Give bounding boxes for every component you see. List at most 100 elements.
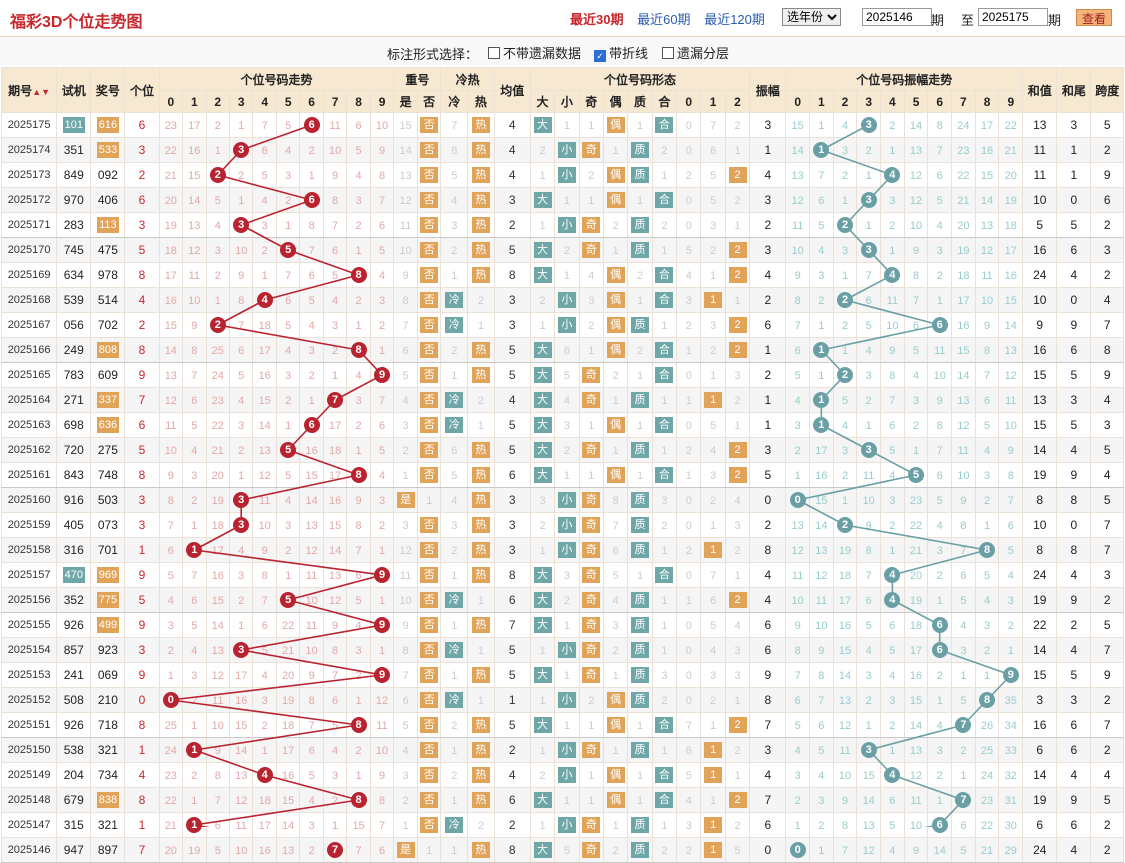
jianghao-value: 113 <box>96 217 119 233</box>
shape-cell: 奇 <box>578 537 604 563</box>
trend-missing: 6 <box>332 245 339 257</box>
shape-value: 1 <box>685 395 692 407</box>
header-amp-sub: 2 <box>832 90 858 113</box>
avg-cell: 3 <box>493 512 531 538</box>
trend-missing: 6 <box>261 145 268 157</box>
amp-trend-cell: 21 <box>903 537 929 563</box>
amp-missing: 3 <box>983 620 991 632</box>
shape-cell: 1 <box>651 387 678 413</box>
period-60-link[interactable]: 最近60期 <box>637 12 691 27</box>
shape-cell: 1 <box>529 537 556 563</box>
trend-missing: 6 <box>378 420 386 432</box>
trend-cell: 2 <box>205 312 230 338</box>
trend-cell: 20 <box>158 187 184 213</box>
year-select[interactable]: 选年份 <box>782 8 841 26</box>
trend-cell: 21 <box>205 437 230 463</box>
amp-missing: 2 <box>794 795 801 807</box>
amp-missing: 22 <box>957 170 970 182</box>
amp-ball: 8 <box>979 692 996 708</box>
option-no-missing[interactable]: 不带遗漏数据 <box>488 43 581 62</box>
trend-missing: 8 <box>214 770 221 782</box>
header-digit: 1 <box>182 90 207 113</box>
period-cell: 2025163 <box>0 412 58 438</box>
shape-value: 大 <box>533 567 552 583</box>
amp-trend-cell: 5 <box>880 437 905 463</box>
amp-trend-cell: 6 <box>927 312 953 338</box>
amp-trend-cell: 12 <box>974 237 1000 263</box>
trend-cell: 4 <box>299 312 324 338</box>
amp-trend-cell: 18 <box>903 612 929 638</box>
trend-cell: 5 <box>322 262 348 288</box>
shape-value: 大 <box>533 342 552 358</box>
checkbox-checked-icon[interactable]: ✓ <box>594 50 606 62</box>
shape-value: 2 <box>728 317 747 333</box>
gewei-cell: 6 <box>124 187 160 213</box>
shiji-value: 241 <box>63 668 84 682</box>
jianghao-value: 073 <box>97 518 118 532</box>
trend-cell: 20 <box>158 837 184 863</box>
shape-value: 4 <box>734 620 741 632</box>
shape-cell: 小 <box>554 137 580 163</box>
option-layered[interactable]: 遗漏分层 <box>662 43 729 62</box>
shape-cell: 1 <box>700 762 726 788</box>
amp-ball: 0 <box>789 492 806 508</box>
checkbox-icon[interactable] <box>662 47 674 59</box>
amp-trend-cell: 10 <box>832 762 858 788</box>
from-period-input[interactable] <box>862 8 932 26</box>
header-qihao[interactable]: 期号▲▼ <box>0 67 58 113</box>
shape-cell: 1 <box>651 437 678 463</box>
shape-value: 合 <box>655 367 674 383</box>
shape-value: 1 <box>636 120 644 132</box>
shape-cell: 2 <box>724 537 751 563</box>
jianghao-cell: 702 <box>90 312 126 338</box>
amp-missing: 3 <box>936 745 943 757</box>
gewei-cell: 8 <box>124 262 160 288</box>
hotcold-cell: 1 <box>467 312 495 338</box>
option-with-line[interactable]: ✓ 带折线 <box>594 43 648 62</box>
amp-missing: 1 <box>960 770 967 782</box>
amp-missing: 2 <box>983 495 991 507</box>
checkbox-icon[interactable] <box>488 47 500 59</box>
trend-missing: 5 <box>261 645 268 657</box>
shape-cell: 1 <box>578 337 604 363</box>
hotcold-cell: 热 <box>467 487 495 513</box>
trend-ball: 3 <box>233 142 250 158</box>
gewei-cell: 1 <box>124 537 160 563</box>
trend-missing: 5 <box>261 170 268 182</box>
amp-ball: 6 <box>931 642 948 658</box>
amp-trend-cell: 5 <box>832 387 858 413</box>
repeat-value: 否 <box>420 542 439 558</box>
shape-cell: 质 <box>627 662 653 688</box>
trend-missing: 6 <box>378 845 386 857</box>
trend-missing: 2 <box>261 245 268 257</box>
hotcold-value: 热 <box>471 117 490 133</box>
trend-missing: 2 <box>355 745 362 757</box>
period-30-link[interactable]: 最近30期 <box>570 12 624 27</box>
amp-trend-cell: 12 <box>903 187 929 213</box>
hotcold-cell: 1 <box>440 662 469 688</box>
hotcold-cell: 热 <box>467 762 495 788</box>
shiji-cell: 249 <box>56 337 92 363</box>
trend-ball: 8 <box>350 467 367 483</box>
shape-value: 1 <box>661 245 668 257</box>
shape-cell: 1 <box>651 612 678 638</box>
to-period-input[interactable] <box>978 8 1048 26</box>
amp-trend-cell: 4 <box>974 587 1000 613</box>
trend-missing: 3 <box>238 570 245 582</box>
header-sum: 和值 <box>1022 67 1058 113</box>
amp-trend-cell: 17 <box>951 287 976 313</box>
shape-cell: 6 <box>602 537 629 563</box>
shape-value: 2 <box>710 695 717 707</box>
amp-trend-cell: 3 <box>927 737 953 763</box>
shape-cell: 1 <box>554 262 580 288</box>
query-button[interactable]: 查看 <box>1076 9 1112 26</box>
shiji-cell: 538 <box>56 737 92 763</box>
amp-missing: 10 <box>791 245 804 257</box>
hotcold-cell: 1 <box>440 362 469 388</box>
shape-cell: 5 <box>676 237 702 263</box>
amp-trend-cell: 1 <box>832 187 858 213</box>
shape-cell: 6 <box>676 737 702 763</box>
period-120-link[interactable]: 最近120期 <box>704 12 765 27</box>
amp-missing: 9 <box>794 270 801 282</box>
amp-missing: 3 <box>912 395 920 407</box>
